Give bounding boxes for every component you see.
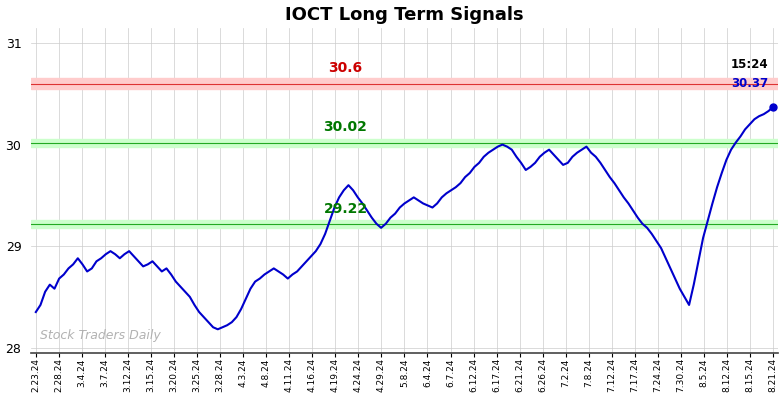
Text: 30.02: 30.02 — [324, 121, 368, 135]
Bar — [31, 220, 778, 228]
Text: 30.6: 30.6 — [328, 60, 362, 74]
Bar — [31, 139, 778, 146]
Bar — [31, 78, 778, 89]
Title: IOCT Long Term Signals: IOCT Long Term Signals — [285, 6, 524, 23]
Text: 29.22: 29.22 — [324, 202, 368, 216]
Text: 15:24: 15:24 — [731, 59, 768, 72]
Text: 30.37: 30.37 — [731, 77, 768, 90]
Text: Stock Traders Daily: Stock Traders Daily — [41, 330, 162, 342]
